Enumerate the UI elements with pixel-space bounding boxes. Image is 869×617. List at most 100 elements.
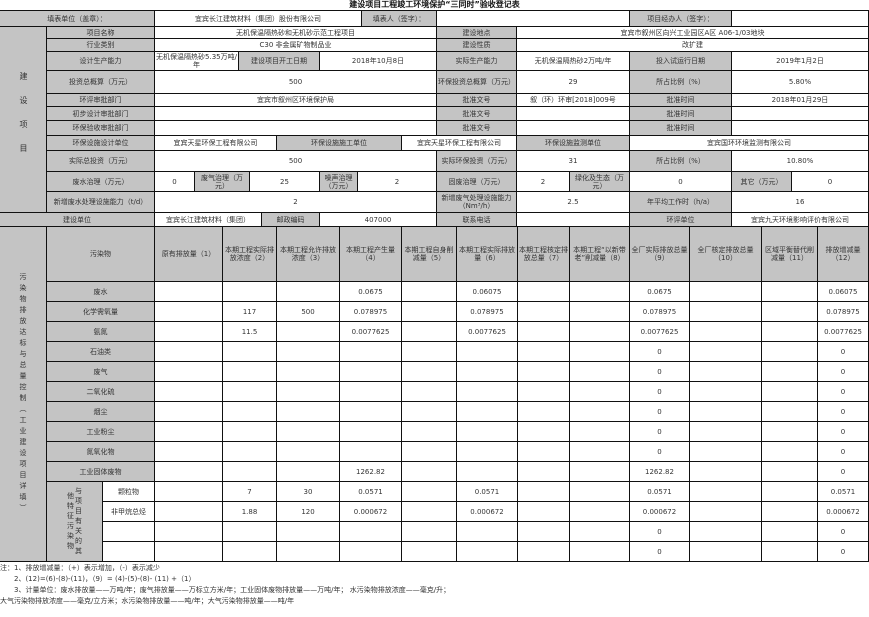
table-cell [154, 361, 223, 382]
table-cell: 年平均工作时（h/a） [629, 191, 732, 213]
table-cell [276, 341, 340, 362]
table-cell [689, 361, 762, 382]
table-cell [154, 541, 223, 562]
industry: C30 非金属矿物制品业 [154, 38, 437, 52]
table-cell: 环保设施监测单位 [516, 135, 630, 151]
table-cell [339, 441, 402, 462]
table-cell [569, 301, 630, 322]
table-cell [456, 381, 518, 402]
table-cell [517, 441, 570, 462]
table-cell: 5.80% [731, 70, 869, 94]
table-cell [456, 421, 518, 442]
table-cell [154, 281, 223, 302]
table-cell [569, 521, 630, 542]
table-cell: 批准时间 [629, 93, 732, 107]
table-cell [761, 361, 818, 382]
table-cell [154, 501, 223, 522]
note-3: 3、计量单位：废水排放量——万吨/年；废气排放量——万标立方米/年；工业固体废物… [14, 586, 451, 594]
note-2: 2、(12)=(6)-(8)-(11)，（9）= (4)-(5)-(8)- (1… [14, 575, 196, 583]
table-cell: 120 [276, 501, 340, 522]
table-cell [569, 421, 630, 442]
table-cell [222, 521, 277, 542]
table-cell: 0.06075 [817, 281, 869, 302]
table-cell: 0 [817, 381, 869, 402]
table-cell: 无机保温隔热砂2万吨/年 [516, 51, 630, 71]
table-cell: 联系电话 [436, 212, 517, 227]
column-header: 本期工程实际排放浓度（2） [222, 226, 277, 282]
table-cell [689, 301, 762, 322]
table-cell: 环保投资总概算（万元） [436, 70, 517, 94]
table-cell: 其它（万元） [731, 171, 792, 192]
table-cell [689, 461, 762, 482]
table-cell: 噪声治理（万元） [319, 171, 358, 192]
table-cell: 0.0571 [817, 481, 869, 502]
table-cell: 环保设施设计单位 [46, 135, 155, 151]
table-cell [401, 521, 457, 542]
table-cell [569, 321, 630, 342]
table-cell: 0 [629, 421, 690, 442]
nature: 改扩建 [516, 38, 869, 52]
table-cell: 建设性质 [436, 38, 517, 52]
table-cell [689, 341, 762, 362]
table-cell: 0.078975 [339, 301, 402, 322]
table-cell [516, 120, 630, 136]
table-cell [154, 401, 223, 422]
table-cell: 0 [629, 171, 732, 192]
table-cell: 0 [817, 361, 869, 382]
table-cell [761, 481, 818, 502]
pollutant-name: 废气 [46, 361, 155, 382]
table-cell: 0.0077625 [339, 321, 402, 342]
table-cell [689, 501, 762, 522]
table-cell: 实际生产能力 [436, 51, 517, 71]
table-cell [401, 341, 457, 362]
table-cell [517, 381, 570, 402]
table-cell [761, 301, 818, 322]
table-cell: 环保验收审批部门 [46, 120, 155, 136]
filler-value [436, 10, 630, 27]
table-cell [761, 341, 818, 362]
table-cell [689, 401, 762, 422]
table-cell [761, 501, 818, 522]
table-cell: 环评审批部门 [46, 93, 155, 107]
table-cell: 0.000672 [456, 501, 518, 522]
table-cell [401, 421, 457, 442]
table-cell [569, 501, 630, 522]
table-cell: 宜宾九天环境影响评价有限公司 [731, 212, 869, 227]
table-cell [339, 541, 402, 562]
table-cell: 宜宾长江建筑材料（集团） [154, 212, 262, 227]
table-cell [689, 321, 762, 342]
table-cell: 2019年1月2日 [731, 51, 869, 71]
table-cell [456, 361, 518, 382]
table-cell [154, 481, 223, 502]
table-cell: 2 [357, 171, 437, 192]
table-cell [731, 106, 869, 121]
table-cell: 宜宾国环环境监测有限公司 [629, 135, 869, 151]
table-cell [689, 281, 762, 302]
table-cell: 固废治理（万元） [436, 171, 517, 192]
pollutant-name: 氮氧化物 [46, 441, 155, 462]
table-cell [276, 381, 340, 402]
table-cell [517, 281, 570, 302]
table-cell [569, 361, 630, 382]
table-cell [517, 481, 570, 502]
table-cell [569, 441, 630, 462]
other-pollutants-label: 与项目有关的其他特征污染物 [46, 481, 103, 562]
pollutant-name: 石油类 [46, 341, 155, 362]
table-cell [401, 361, 457, 382]
table-cell: 0.0675 [339, 281, 402, 302]
table-cell [154, 421, 223, 442]
table-cell: 批准文号 [436, 120, 517, 136]
column-header: 本期工程允许排放浓度（3） [276, 226, 340, 282]
table-cell [569, 461, 630, 482]
unit-value: 宜宾长江建筑材料（集团）股份有限公司 [154, 10, 362, 27]
table-cell: 0 [629, 441, 690, 462]
table-cell [276, 461, 340, 482]
page-title: 建设项目工程竣工环境保护“三同时”验收登记表 [349, 0, 520, 9]
table-cell: 30 [276, 481, 340, 502]
table-cell: 投资总概算（万元） [46, 70, 155, 94]
table-cell: 0.078975 [817, 301, 869, 322]
table-cell: 宜宾天星环保工程有限公司 [401, 135, 517, 151]
table-cell: 0.0675 [629, 281, 690, 302]
table-cell: 新增废气处理设施能力（Nm³/h） [436, 191, 517, 213]
